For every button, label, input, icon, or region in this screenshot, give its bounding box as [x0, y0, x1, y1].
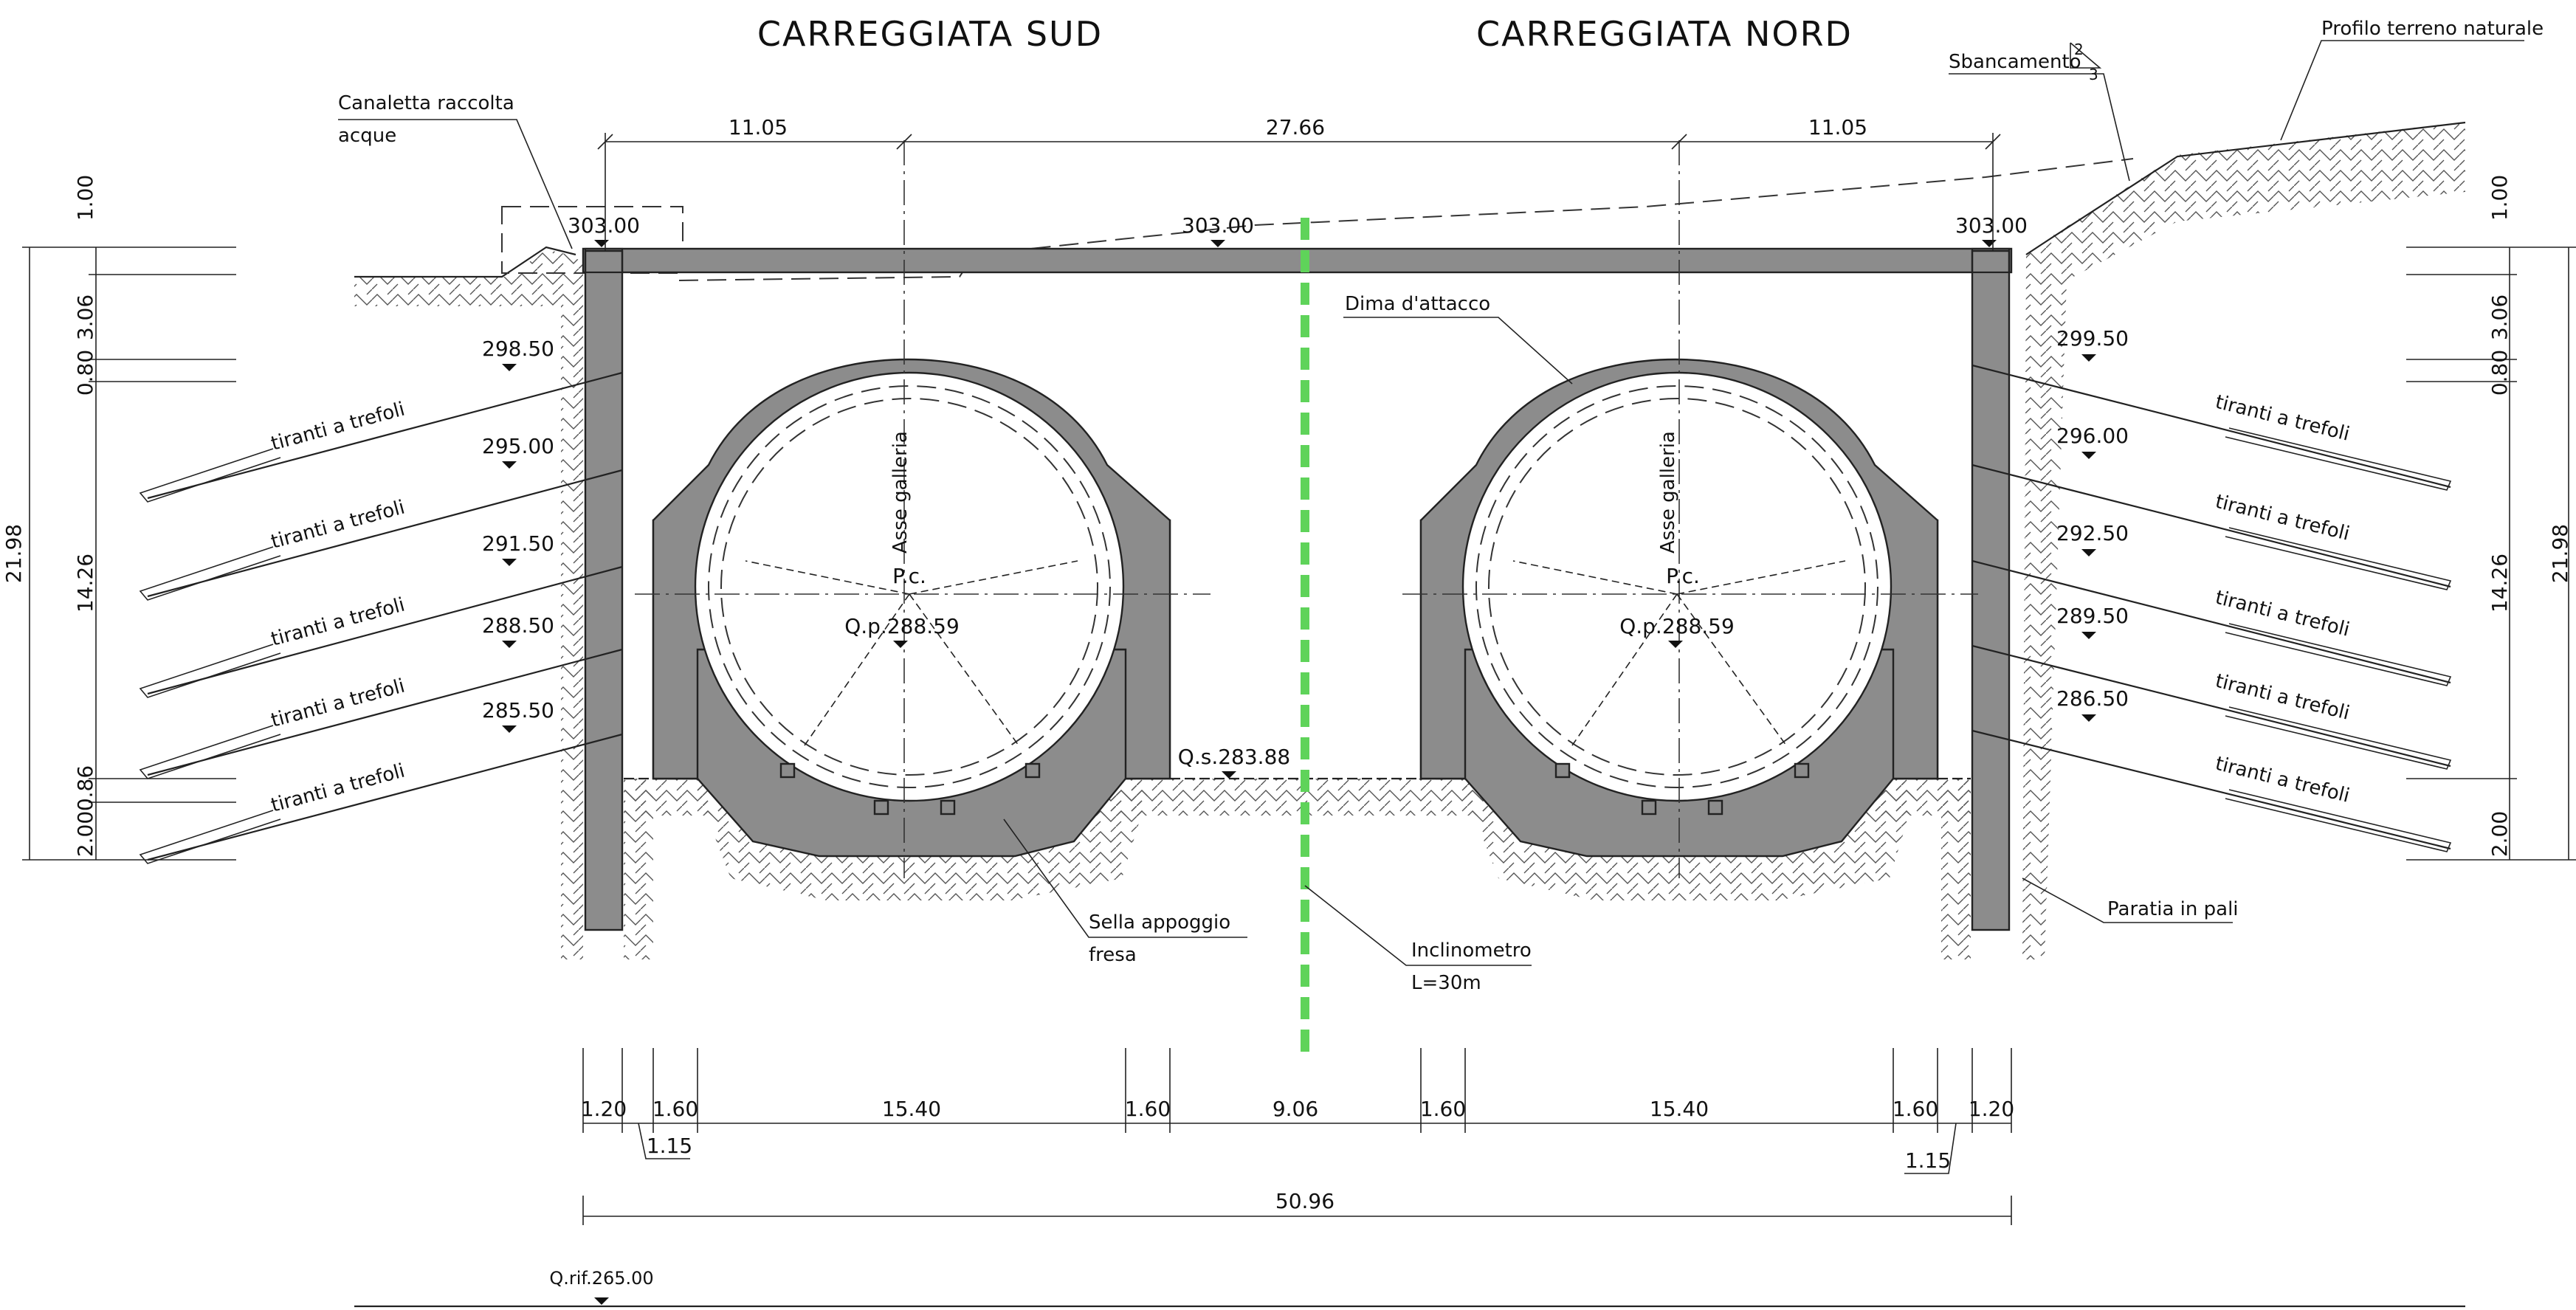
bottom-dim-1: 1.20	[581, 1097, 627, 1121]
label-asse-right: Asse galleria	[1657, 431, 1679, 554]
elev-top-mid: 303.00	[1182, 213, 1254, 238]
anchor-elev-left-3: 291.50	[482, 531, 554, 556]
label-sbancamento: Sbancamento	[1949, 51, 2081, 73]
right-dim-3: 0.80	[2487, 350, 2512, 396]
bottom-dim-8: 1.60	[1893, 1097, 1938, 1121]
title-north: CARREGGIATA NORD	[1476, 14, 1853, 54]
total-dim: 50.96	[1275, 1189, 1335, 1213]
right-dim-1: 1.00	[2487, 175, 2512, 221]
elevation-markers	[502, 240, 2096, 1305]
label-inclinometro-1: Inclinometro	[1411, 940, 1532, 962]
label-profilo: Profilo terreno naturale	[2321, 18, 2544, 40]
bottom-dim-3: 15.40	[882, 1097, 941, 1121]
left-dim-4: 14.26	[73, 554, 97, 613]
anchor-elev-right-4: 289.50	[2056, 604, 2129, 628]
anchor-label-right-1: tiranti a trefoli	[2213, 391, 2352, 446]
pile-wall-right	[1971, 249, 2011, 931]
left-dim-6: 2.00	[73, 811, 97, 857]
anchor-label-left-5: tiranti a trefoli	[269, 760, 407, 817]
elev-qp-right: Q.p.288.59	[1619, 614, 1735, 638]
elev-top-left: 303.00	[568, 213, 640, 238]
anchor-elev-right-1: 299.50	[2056, 326, 2129, 351]
left-dim-2: 3.06	[73, 294, 97, 340]
right-dim-5: 2.00	[2487, 811, 2512, 857]
anchor-label-right-2: tiranti a trefoli	[2213, 491, 2352, 545]
label-asse-left: Asse galleria	[889, 431, 912, 554]
label-slope-bottom: 3	[2089, 66, 2098, 83]
bottom-dim-7: 15.40	[1650, 1097, 1709, 1121]
top-dim-1: 11.05	[729, 115, 788, 139]
anchor-label-left-4: tiranti a trefoli	[269, 675, 407, 732]
label-slope-top: 2	[2074, 41, 2084, 58]
leader-lines	[338, 40, 2524, 966]
elev-pc-left: P.c.	[892, 564, 926, 588]
tunnel-north	[1402, 140, 1978, 878]
sub-dim-left: 1.15	[647, 1134, 692, 1158]
anchor-elev-right-2: 296.00	[2056, 424, 2129, 448]
qrif-label: Q.rif.265.00	[549, 1268, 653, 1289]
elev-top-right: 303.00	[1955, 213, 2028, 238]
bottom-dim-9: 1.20	[1969, 1097, 2014, 1121]
anchor-elev-left-1: 298.50	[482, 337, 554, 361]
top-slab	[582, 247, 2013, 274]
left-dim-1: 1.00	[73, 175, 97, 221]
anchor-label-right-3: tiranti a trefoli	[2213, 587, 2352, 641]
anchor-elev-left-5: 285.50	[482, 698, 554, 723]
elev-qs: Q.s.283.88	[1178, 745, 1290, 769]
left-dim-total: 21.98	[1, 524, 26, 583]
top-dim-2: 27.66	[1266, 115, 1325, 139]
label-paratia: Paratia in pali	[2107, 898, 2239, 920]
label-canaletta-2: acque	[338, 125, 396, 147]
sub-dim-right: 1.15	[1905, 1148, 1951, 1173]
left-dim-5: 0.86	[73, 765, 97, 811]
label-dima: Dima d'attacco	[1345, 293, 1490, 315]
right-dim-4: 14.26	[2487, 554, 2512, 613]
label-inclinometro-2: L=30m	[1411, 972, 1481, 994]
bottom-dim-2: 1.60	[652, 1097, 698, 1121]
pile-wall-left	[584, 249, 624, 931]
right-dim-2: 3.06	[2487, 294, 2512, 340]
anchor-elev-right-3: 292.50	[2056, 521, 2129, 545]
anchor-label-right-5: tiranti a trefoli	[2213, 753, 2352, 807]
left-dimension-lines	[22, 247, 236, 861]
elev-pc-right: P.c.	[1666, 564, 1700, 588]
right-dimension-lines	[2406, 247, 2576, 861]
anchor-elev-left-4: 288.50	[482, 613, 554, 638]
elev-qp-left: Q.p.288.59	[844, 614, 960, 638]
anchor-label-left-2: tiranti a trefoli	[269, 497, 407, 554]
top-dimension-line	[597, 133, 2001, 251]
bottom-dim-6: 1.60	[1420, 1097, 1466, 1121]
label-canaletta-1: Canaletta raccolta	[338, 92, 514, 114]
bottom-dimension-line	[354, 1048, 2465, 1308]
anchor-label-right-4: tiranti a trefoli	[2213, 670, 2352, 725]
top-dim-3: 11.05	[1808, 115, 1867, 139]
bottom-dim-5: 9.06	[1272, 1097, 1318, 1121]
anchor-elev-right-5: 286.50	[2056, 686, 2129, 711]
anchor-label-left-1: tiranti a trefoli	[269, 399, 407, 455]
anchor-elev-left-2: 295.00	[482, 434, 554, 458]
anchors-left	[139, 371, 623, 864]
left-dim-3: 0.80	[73, 350, 97, 396]
right-dim-total: 21.98	[2548, 524, 2572, 583]
anchors-right	[1971, 364, 2452, 852]
label-sella-1: Sella appoggio	[1089, 911, 1230, 934]
bottom-dim-4: 1.60	[1125, 1097, 1171, 1121]
label-sella-2: fresa	[1089, 944, 1137, 966]
title-south: CARREGGIATA SUD	[757, 14, 1103, 54]
excavation-line	[678, 158, 2134, 281]
tunnel-south	[635, 140, 1210, 878]
